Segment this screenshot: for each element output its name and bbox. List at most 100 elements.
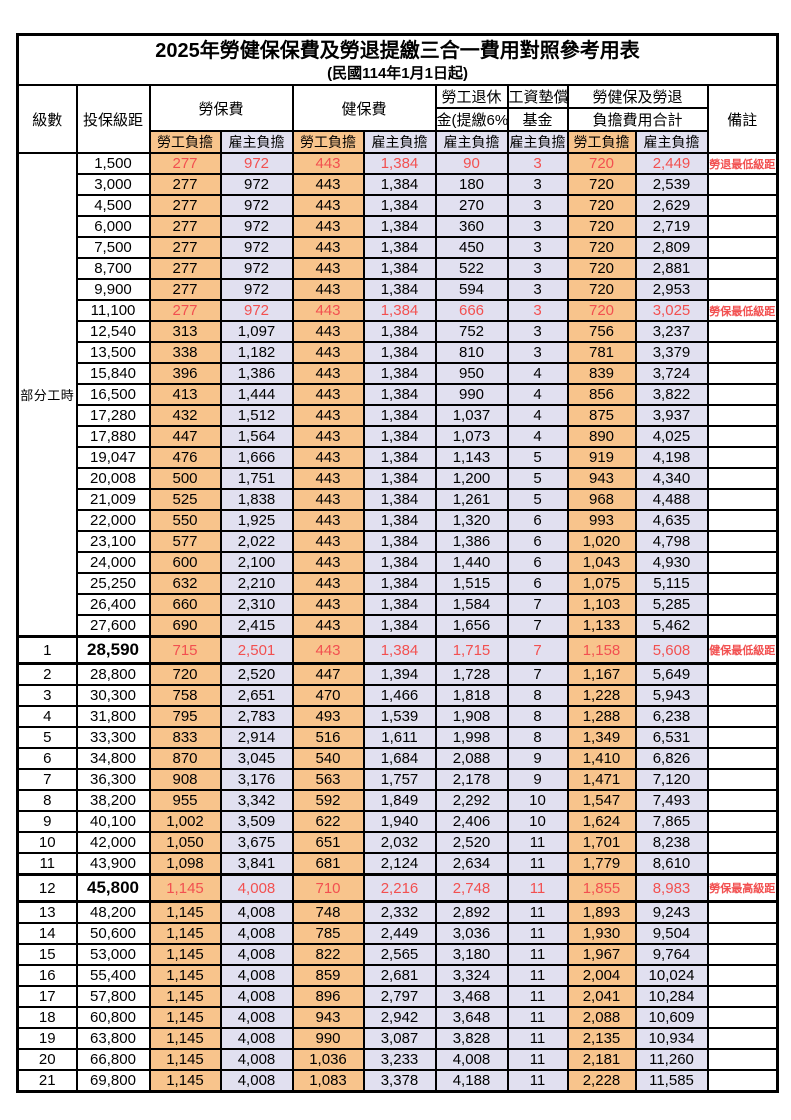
value-cell: 10,609 bbox=[634, 1006, 709, 1029]
value-cell: 11,260 bbox=[634, 1048, 709, 1071]
remark-cell bbox=[706, 446, 779, 469]
value-cell: 710 bbox=[291, 873, 365, 903]
remark-cell bbox=[706, 1048, 779, 1071]
remark-cell bbox=[706, 726, 779, 749]
value-cell: 447 bbox=[148, 425, 222, 448]
value-cell: 2,748 bbox=[434, 873, 509, 903]
value-cell: 443 bbox=[291, 593, 365, 616]
value-cell: 720 bbox=[148, 662, 222, 686]
value-cell: 681 bbox=[291, 852, 365, 876]
table-row: 10 42,000 1,050 3,675 651 2,032 2,520 11 1,701 8,… bbox=[16, 831, 779, 854]
remark-cell bbox=[706, 943, 779, 966]
table-row: 18 60,800 1,145 4,008 943 2,942 3,648 11 2,088 10… bbox=[16, 1006, 779, 1029]
value-cell: 2,100 bbox=[219, 551, 294, 574]
remark-cell bbox=[706, 488, 779, 511]
value-cell: 8 bbox=[506, 705, 569, 728]
value-cell: 651 bbox=[291, 831, 365, 854]
bracket-cell: 57,800 bbox=[75, 985, 151, 1008]
value-cell: 7,865 bbox=[634, 810, 709, 833]
table-row: 2 28,800 720 2,520 447 1,394 1,728 7 1,167 5,649 bbox=[16, 662, 779, 686]
table-row: 3 30,300 758 2,651 470 1,466 1,818 8 1,228 5,943 bbox=[16, 684, 779, 707]
level-cell: 2 bbox=[16, 662, 78, 686]
value-cell: 1,471 bbox=[566, 768, 637, 791]
value-cell: 1,440 bbox=[434, 551, 509, 574]
value-cell: 1,050 bbox=[148, 831, 222, 854]
value-cell: 1,288 bbox=[566, 705, 637, 728]
value-cell: 180 bbox=[434, 173, 509, 196]
value-cell: 3,233 bbox=[362, 1048, 437, 1071]
value-cell: 4,008 bbox=[219, 985, 294, 1008]
col-header-remark: 備註 bbox=[706, 84, 779, 154]
value-cell: 890 bbox=[566, 425, 637, 448]
value-cell: 11 bbox=[506, 1006, 569, 1029]
table-row: 6 34,800 870 3,045 540 1,684 2,088 9 1,410 6,826 bbox=[16, 747, 779, 770]
col-header-level: 級數 bbox=[16, 84, 78, 154]
value-cell: 90 bbox=[434, 152, 509, 175]
value-cell: 10,284 bbox=[634, 985, 709, 1008]
level-cell: 15 bbox=[16, 943, 78, 966]
header-row-3: 勞工負擔 雇主負擔 勞工負擔 雇主負擔 雇主負擔 雇主負擔 勞工負擔 雇主負擔 bbox=[18, 130, 778, 154]
value-cell: 3 bbox=[506, 152, 569, 175]
value-cell: 9 bbox=[506, 768, 569, 791]
value-cell: 550 bbox=[148, 509, 222, 532]
level-cell: 16 bbox=[16, 964, 78, 987]
value-cell: 896 bbox=[291, 985, 365, 1008]
value-cell: 3 bbox=[506, 299, 569, 322]
value-cell: 443 bbox=[291, 446, 365, 469]
value-cell: 396 bbox=[148, 362, 222, 385]
value-cell: 5,649 bbox=[634, 662, 709, 686]
value-cell: 1,384 bbox=[362, 530, 437, 553]
value-cell: 1,893 bbox=[566, 900, 637, 924]
value-cell: 1,666 bbox=[219, 446, 294, 469]
bracket-cell: 19,047 bbox=[75, 446, 151, 469]
level-cell: 4 bbox=[16, 705, 78, 728]
value-cell: 3,841 bbox=[219, 852, 294, 876]
table-row: 13,500 338 1,182 443 1,384 810 3 781 3,379 bbox=[18, 341, 779, 364]
bracket-cell: 30,300 bbox=[75, 684, 151, 707]
remark-cell: 勞退最低級距 bbox=[706, 152, 779, 175]
value-cell: 2,881 bbox=[634, 257, 709, 280]
value-cell: 1,384 bbox=[362, 425, 437, 448]
table-row: 25,250 632 2,210 443 1,384 1,515 6 1,075 5,115 bbox=[18, 572, 779, 595]
value-cell: 9,764 bbox=[634, 943, 709, 966]
value-cell: 2,629 bbox=[634, 194, 709, 217]
value-cell: 2,216 bbox=[362, 873, 437, 903]
col-header-wage-fund-line2: 基金 bbox=[506, 107, 569, 132]
value-cell: 2,415 bbox=[219, 614, 294, 638]
value-cell: 1,386 bbox=[434, 530, 509, 553]
value-cell: 1,384 bbox=[362, 488, 437, 511]
value-cell: 1,386 bbox=[219, 362, 294, 385]
value-cell: 443 bbox=[291, 278, 365, 301]
value-cell: 2,953 bbox=[634, 278, 709, 301]
value-cell: 1,715 bbox=[434, 635, 509, 665]
bracket-cell: 45,800 bbox=[75, 873, 151, 903]
col-header-labor-insurance: 勞保費 bbox=[148, 84, 294, 132]
value-cell: 443 bbox=[291, 152, 365, 175]
value-cell: 1,384 bbox=[362, 320, 437, 343]
value-cell: 6 bbox=[506, 509, 569, 532]
remark-cell bbox=[706, 1027, 779, 1050]
table-row: 17,280 432 1,512 443 1,384 1,037 4 875 3,937 bbox=[18, 404, 779, 427]
value-cell: 277 bbox=[148, 278, 222, 301]
level-cell: 12 bbox=[16, 873, 78, 903]
level-cell: 20 bbox=[16, 1048, 78, 1071]
table-row: 27,600 690 2,415 443 1,384 1,656 7 1,133 5,462 bbox=[18, 614, 779, 638]
remark-cell bbox=[706, 985, 779, 1008]
bracket-cell: 3,000 bbox=[75, 173, 151, 196]
table-row: 部分工時 1,500 277 972 443 1,384 90 3 720 2,449 勞退最低級距 bbox=[16, 152, 779, 638]
table-row: 21 69,800 1,145 4,008 1,083 3,378 4,188 11 2,228… bbox=[16, 1069, 779, 1093]
value-cell: 9,504 bbox=[634, 922, 709, 945]
bracket-cell: 42,000 bbox=[75, 831, 151, 854]
value-cell: 908 bbox=[148, 768, 222, 791]
value-cell: 1,200 bbox=[434, 467, 509, 490]
remark-cell bbox=[706, 852, 779, 876]
value-cell: 1,145 bbox=[148, 1006, 222, 1029]
table-row: 11,100 277 972 443 1,384 666 3 720 3,025 勞保最低級距 bbox=[18, 299, 779, 322]
value-cell: 7 bbox=[506, 662, 569, 686]
title-row: 2025年勞健保保費及勞退提繳三合一費用對照參考用表 (民國114年1月1日起) bbox=[16, 33, 779, 86]
table-row: 15,840 396 1,386 443 1,384 950 4 839 3,724 bbox=[18, 362, 779, 385]
bracket-cell: 60,800 bbox=[75, 1006, 151, 1029]
subheader-labor-employer: 雇主負擔 bbox=[219, 130, 294, 154]
bracket-cell: 13,500 bbox=[75, 341, 151, 364]
value-cell: 950 bbox=[434, 362, 509, 385]
